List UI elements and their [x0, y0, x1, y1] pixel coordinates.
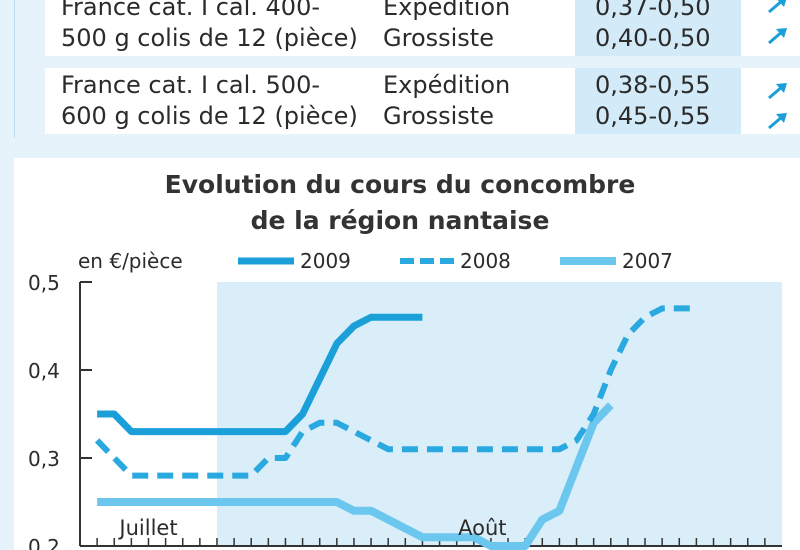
product-cell: France cat. I cal. 500- 600 g colis de 12…: [61, 70, 361, 132]
stage-line-2: Grossiste: [383, 24, 494, 52]
product-line-1: France cat. I cal. 400-: [61, 0, 321, 21]
price-column-shade: [575, 0, 741, 56]
legend-label-2009: 2009: [300, 249, 351, 273]
product-line-1: France cat. I cal. 500-: [61, 71, 321, 99]
y-tick-label: 0,3: [28, 447, 60, 471]
table-row: France cat. I cal. 400- 500 g colis de 12…: [45, 0, 800, 56]
series-line-2008: [94, 305, 697, 479]
table-row: France cat. I cal. 500- 600 g colis de 12…: [45, 68, 800, 134]
series-line-2007: [97, 402, 614, 550]
product-line-2: 500 g colis de 12 (pièce): [61, 24, 358, 52]
price-cell: 0,38-0,55 0,45-0,55: [595, 70, 735, 132]
up-arrow-icon: [768, 28, 787, 45]
price-line-2: 0,45-0,55: [595, 102, 711, 130]
price-column-shade: [575, 68, 741, 134]
y-tick-label: 0,4: [28, 359, 60, 383]
y-tick-label: 0,2: [28, 535, 60, 550]
price-line-1: 0,37-0,50: [595, 0, 711, 21]
up-arrow-icon: [768, 83, 787, 100]
price-line-1: 0,38-0,55: [595, 71, 711, 99]
up-arrow-icon: [768, 0, 787, 14]
product-line-2: 600 g colis de 12 (pièce): [61, 102, 358, 130]
stage-cell: Expédition Grossiste: [383, 70, 573, 132]
y-tick-label: 0,5: [28, 271, 60, 295]
legend-label-2007: 2007: [622, 249, 673, 273]
stage-line-1: Expédition: [383, 71, 511, 99]
legend-label-2008: 2008: [460, 249, 511, 273]
y-axis-unit-label: en €/pièce: [78, 249, 183, 273]
stage-line-1: Expédition: [383, 0, 511, 21]
up-arrow-icon: [768, 113, 787, 130]
chart-title-line-2: de la région nantaise: [250, 206, 550, 235]
stage-cell: Expédition Grossiste: [383, 0, 573, 54]
price-table-panel: France cat. I cal. 400- 500 g colis de 12…: [14, 0, 800, 138]
month-label: Août: [458, 516, 506, 540]
month-label: Juillet: [117, 516, 177, 540]
price-cell: 0,37-0,50 0,40-0,50: [595, 0, 735, 54]
price-line-2: 0,40-0,50: [595, 24, 711, 52]
product-cell: France cat. I cal. 400- 500 g colis de 12…: [61, 0, 361, 54]
series-line-2009: [97, 313, 423, 436]
stage-line-2: Grossiste: [383, 102, 494, 130]
chart-title-line-1: Evolution du cours du concombre: [164, 170, 636, 199]
